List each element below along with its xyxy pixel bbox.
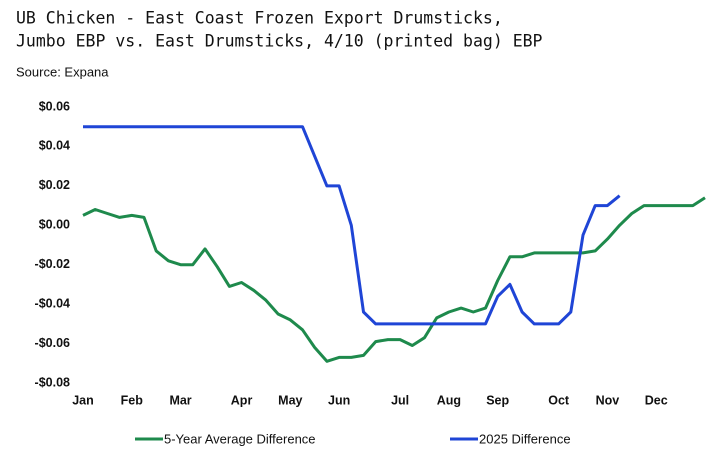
x-tick-label: Apr [231, 393, 253, 407]
x-tick-label: Feb [121, 393, 144, 407]
line [82, 196, 706, 363]
y-tick-label: $0.02 [39, 178, 70, 192]
chart-subtitle: Source: Expana [16, 64, 109, 79]
x-tick-label: Dec [645, 393, 668, 407]
x-tick-label: Aug [437, 393, 461, 407]
line [83, 125, 621, 326]
y-tick-label: $0.00 [39, 218, 70, 232]
legend-label: 5-Year Average Difference [164, 431, 316, 446]
y-tick-label: $0.04 [39, 139, 70, 153]
y-tick-label: $0.06 [39, 99, 70, 113]
x-tick-label: Mar [169, 393, 191, 407]
x-tick-label: Sep [486, 393, 509, 407]
x-tick-label: Oct [548, 393, 570, 407]
y-tick-label: -$0.02 [35, 257, 70, 271]
chart-title: UB Chicken - East Coast Frozen Export Dr… [16, 9, 503, 28]
x-tick-label: Jun [328, 393, 350, 407]
chart-title: Jumbo EBP vs. East Drumsticks, 4/10 (pri… [16, 32, 543, 51]
x-tick-label: May [278, 393, 302, 407]
x-tick-label: Nov [596, 393, 620, 407]
legend-label: 2025 Difference [479, 431, 571, 446]
y-tick-label: -$0.04 [35, 296, 70, 310]
y-tick-label: -$0.08 [35, 375, 70, 389]
x-tick-label: Jul [391, 393, 409, 407]
x-tick-label: Jan [72, 393, 94, 407]
y-tick-label: -$0.06 [35, 336, 70, 350]
